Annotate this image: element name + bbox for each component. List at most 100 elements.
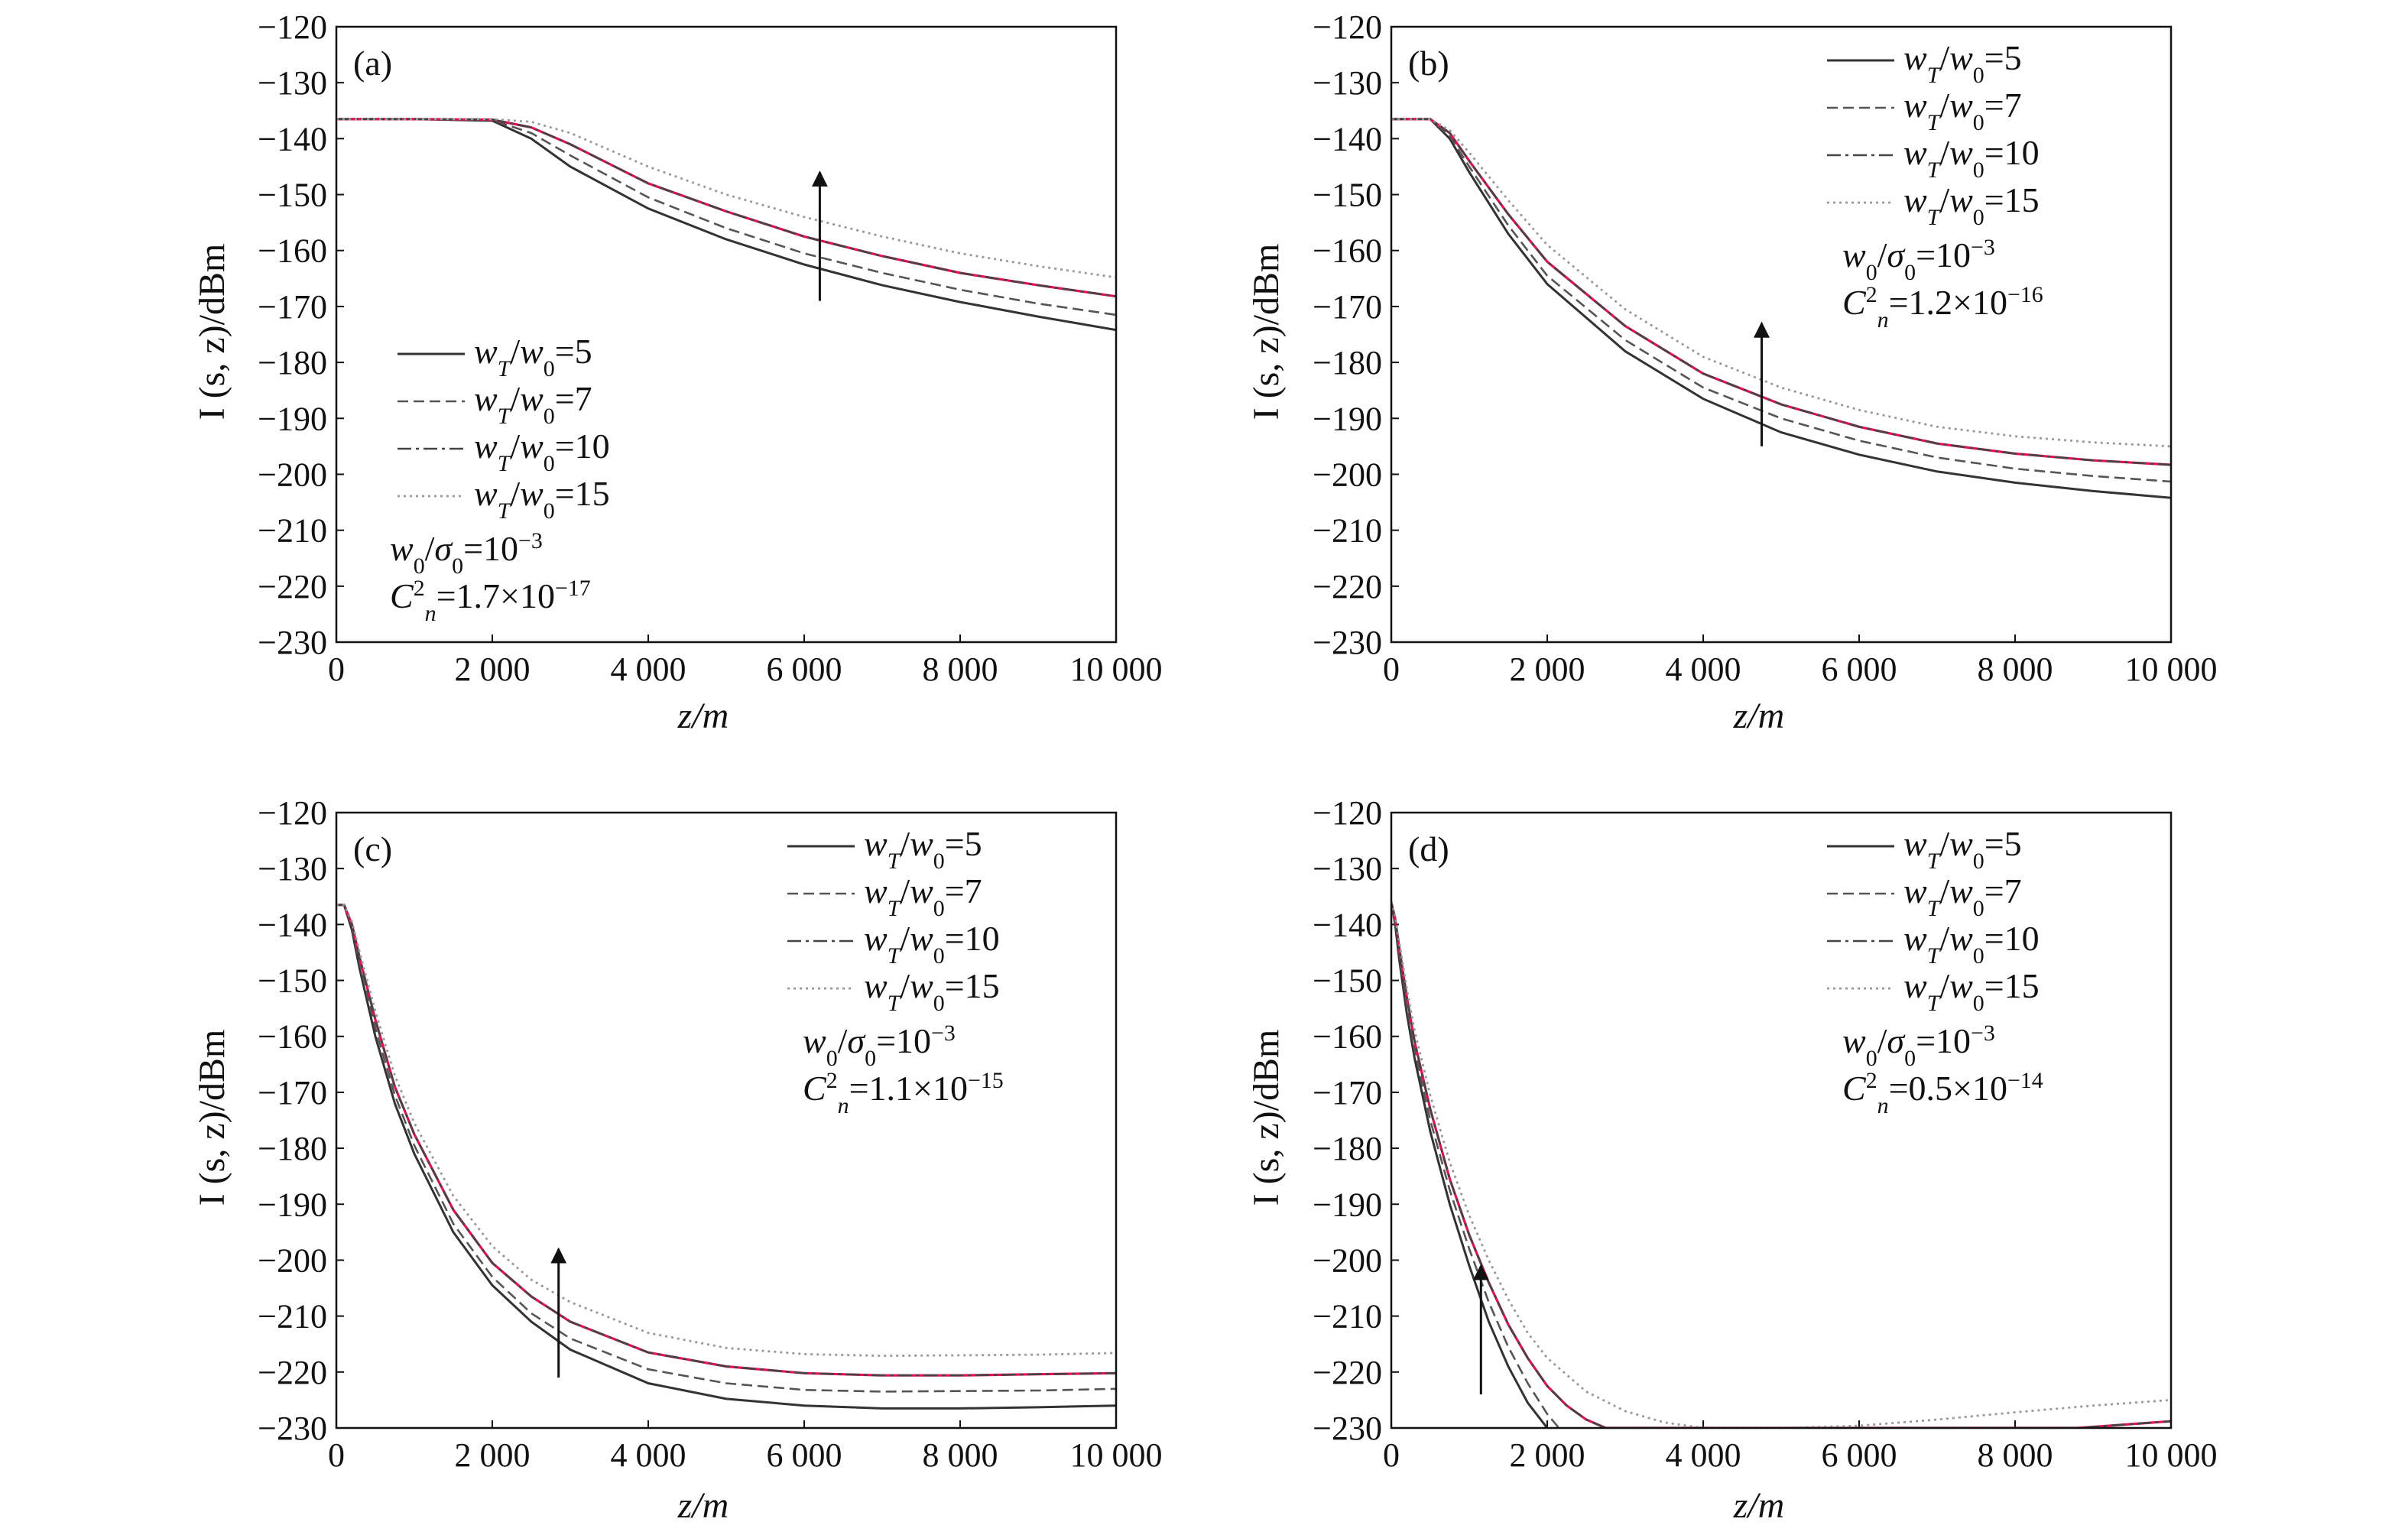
panel-c: (c) z/m I (s, z)/dBm — [192, 829, 729, 1526]
legend-label-b-2: wT/w0=10 — [1903, 133, 2040, 183]
x-tick-label-c: 4 000 — [611, 1436, 686, 1474]
y-tick-label-d: −120 — [1313, 794, 1382, 832]
panel-label-a: (a) — [353, 44, 392, 83]
legend-label-a-2: wT/w0=10 — [474, 427, 610, 476]
series-group-d — [1391, 901, 2171, 1428]
x-axis-label-a: z/m — [677, 696, 729, 736]
x-tick-label-c: 0 — [328, 1436, 345, 1474]
y-tick-label-b: −190 — [1313, 400, 1382, 437]
x-axis-label-c: z/m — [677, 1485, 729, 1526]
chart-a: 0 2 000 4 000 6 000 8 000 10 000 −120 −130 −140 −… — [258, 8, 1162, 688]
plot-frame-a — [335, 25, 1118, 644]
panel-b: (b) z/m I (s, z)/dBm — [1246, 44, 1784, 736]
legend-label-c-1: wT/w0=7 — [864, 871, 982, 921]
series-line-a-2 — [336, 118, 1116, 297]
y-tick-label-c: −150 — [258, 962, 327, 1000]
panel-a: (a) z/m I (s, z)/dBm — [192, 44, 729, 736]
x-tick-label-a: 0 — [328, 651, 345, 688]
chart-c: 0 2 000 4 000 6 000 8 000 10 000 −120 −130 −140 −… — [258, 794, 1162, 1474]
x-tick-label-b: 8 000 — [1978, 651, 2053, 688]
y-axis-label-c: I (s, z)/dBm — [192, 1030, 232, 1206]
panel-label-c: (c) — [353, 829, 392, 868]
series-line-b-0 — [1391, 118, 2171, 499]
y-tick-label-c: −120 — [258, 794, 327, 832]
y-tick-label-c: −200 — [258, 1241, 327, 1279]
legend-label-d-3: wT/w0=15 — [1903, 966, 2040, 1016]
x-tick-label-a: 2 000 — [455, 651, 531, 688]
y-tick-label-d: −200 — [1313, 1241, 1382, 1279]
legend-label-d-2: wT/w0=10 — [1903, 919, 2040, 969]
y-tick-label-a: −180 — [258, 344, 327, 381]
y-tick-label-d: −210 — [1313, 1298, 1382, 1335]
x-axis-label-d: z/m — [1733, 1485, 1785, 1526]
y-tick-label-c: −210 — [258, 1298, 327, 1335]
legend-label-a-1: wT/w0=7 — [474, 379, 592, 429]
series-line-d-1 — [1391, 901, 1560, 1428]
series-line-a-0 — [336, 118, 1116, 332]
param-label-d-0: w0/σ0=10−3 — [1842, 1021, 1995, 1071]
y-tick-label-d: −160 — [1313, 1018, 1382, 1056]
y-tick-label-b: −220 — [1313, 568, 1382, 605]
series-line-b-3 — [1391, 118, 2171, 448]
y-tick-label-d: −130 — [1313, 850, 1382, 888]
y-axis-label-a: I (s, z)/dBm — [192, 244, 232, 420]
x-tick-label-a: 8 000 — [923, 651, 998, 688]
y-tick-label-b: −120 — [1313, 8, 1382, 46]
x-tick-label-d: 4 000 — [1666, 1436, 1741, 1474]
x-tick-label-a: 4 000 — [611, 651, 686, 688]
legend-label-d-1: wT/w0=7 — [1903, 871, 2022, 921]
legend-label-b-1: wT/w0=7 — [1903, 86, 2022, 135]
param-label-c-1: C2n=1.1×10−15 — [803, 1068, 1004, 1118]
x-tick-label-c: 10 000 — [1070, 1436, 1163, 1474]
y-tick-label-c: −230 — [258, 1410, 327, 1447]
series-line-d-3 — [1391, 901, 2171, 1428]
y-tick-label-a: −230 — [258, 624, 327, 661]
panel-label-b: (b) — [1408, 44, 1449, 83]
y-tick-label-b: −230 — [1313, 624, 1382, 661]
legend-label-b-0: wT/w0=5 — [1903, 38, 2022, 88]
legend-label-d-0: wT/w0=5 — [1903, 824, 2022, 874]
y-tick-label-a: −130 — [258, 64, 327, 102]
y-tick-label-c: −170 — [258, 1074, 327, 1111]
series-group-b — [1391, 118, 2171, 499]
chart-b: 0 2 000 4 000 6 000 8 000 10 000 −120 −130 −140 −… — [1313, 8, 2217, 688]
y-tick-label-d: −150 — [1313, 962, 1382, 1000]
series-line-a-1 — [336, 118, 1116, 316]
y-tick-label-b: −180 — [1313, 344, 1382, 381]
panel-d: (d) z/m I (s, z)/dBm — [1246, 829, 1784, 1526]
series-line-a-3 — [336, 118, 1116, 279]
legend-label-a-0: wT/w0=5 — [474, 332, 592, 381]
x-axis-label-b: z/m — [1733, 696, 1785, 736]
y-tick-label-b: −200 — [1313, 456, 1382, 493]
x-tick-label-c: 2 000 — [455, 1436, 531, 1474]
series-line-c-1 — [336, 904, 1116, 1393]
x-tick-label-b: 4 000 — [1666, 651, 1741, 688]
y-tick-label-b: −160 — [1313, 232, 1382, 270]
y-tick-label-d: −220 — [1313, 1354, 1382, 1391]
series-group-c — [336, 904, 1116, 1410]
x-tick-label-c: 8 000 — [923, 1436, 998, 1474]
y-tick-label-a: −140 — [258, 120, 327, 157]
y-tick-label-a: −200 — [258, 456, 327, 493]
param-label-b-0: w0/σ0=10−3 — [1842, 235, 1995, 285]
y-axis-label-d: I (s, z)/dBm — [1246, 1030, 1287, 1206]
series-line-c-2 — [336, 904, 1116, 1377]
y-tick-label-a: −220 — [258, 568, 327, 605]
y-tick-label-a: −170 — [258, 288, 327, 326]
x-tick-label-d: 10 000 — [2125, 1436, 2218, 1474]
x-tick-label-d: 2 000 — [1510, 1436, 1585, 1474]
param-label-a-0: w0/σ0=10−3 — [390, 528, 543, 579]
series-line-a-2-highlight — [336, 118, 1116, 298]
x-tick-label-d: 6 000 — [1822, 1436, 1897, 1474]
y-tick-label-a: −160 — [258, 232, 327, 270]
x-tick-label-b: 6 000 — [1822, 651, 1897, 688]
y-tick-label-a: −210 — [258, 512, 327, 550]
series-line-b-1 — [1391, 118, 2171, 483]
y-tick-label-c: −220 — [258, 1354, 327, 1391]
y-tick-label-b: −130 — [1313, 64, 1382, 102]
x-tick-label-b: 10 000 — [2125, 651, 2218, 688]
x-tick-label-d: 8 000 — [1978, 1436, 2053, 1474]
y-tick-label-c: −180 — [258, 1130, 327, 1167]
legend-label-b-3: wT/w0=15 — [1903, 180, 2040, 230]
